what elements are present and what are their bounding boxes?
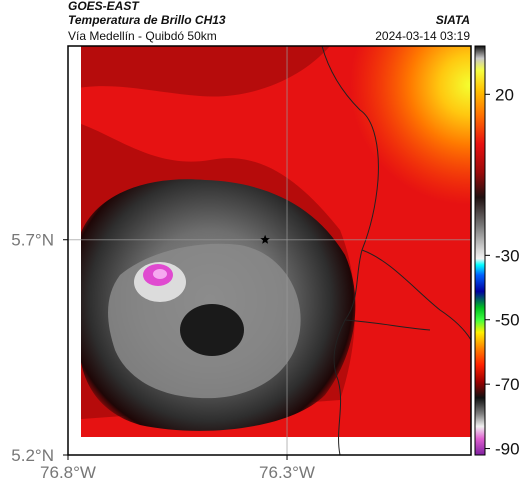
very-cold-core-center <box>153 269 167 279</box>
gridlines <box>68 46 471 455</box>
product-subtitle: Temperatura de Brillo CH13 <box>68 13 226 27</box>
product-title: GOES-EAST <box>68 0 139 13</box>
brightness-temperature-field <box>68 46 471 455</box>
colorbar-tick-label-3: -70 <box>495 375 520 394</box>
hot-surface-zone <box>330 46 471 276</box>
colorbar-tick-label-4: -90 <box>495 440 520 459</box>
colorbar-tick-label-2: -50 <box>495 311 520 330</box>
marker-layer <box>260 234 270 244</box>
lon-tick-label-0: 76.8°W <box>40 463 96 482</box>
lat-tick-label-1: 5.2°N <box>11 446 54 465</box>
axis-ticks: 76.8°W 76.3°W 5.7°N 5.2°N <box>11 231 315 482</box>
no-data-strip-left <box>68 46 81 455</box>
organization-label: SIATA <box>435 13 470 27</box>
department-border-3 <box>344 319 431 331</box>
colorbar-tick-label-0: 20 <box>495 85 514 104</box>
colorbar-ticks: 20 -30 -50 -70 -90 <box>485 85 520 459</box>
no-data-strip-bottom <box>68 437 471 455</box>
colorbar <box>474 45 486 456</box>
department-border-2 <box>361 249 471 341</box>
timestamp-label: 2024-03-14 03:19 <box>375 29 470 43</box>
location-label: Vía Medellín - Quibdó 50km <box>68 29 217 43</box>
darker-red-band <box>68 46 330 97</box>
location-star-marker <box>260 234 270 244</box>
map-frame <box>67 45 472 456</box>
cloud-hole <box>180 304 244 356</box>
lon-tick-label-1: 76.3°W <box>259 463 315 482</box>
lat-tick-label-0: 5.7°N <box>11 231 54 250</box>
colorbar-tick-label-1: -30 <box>495 246 520 265</box>
